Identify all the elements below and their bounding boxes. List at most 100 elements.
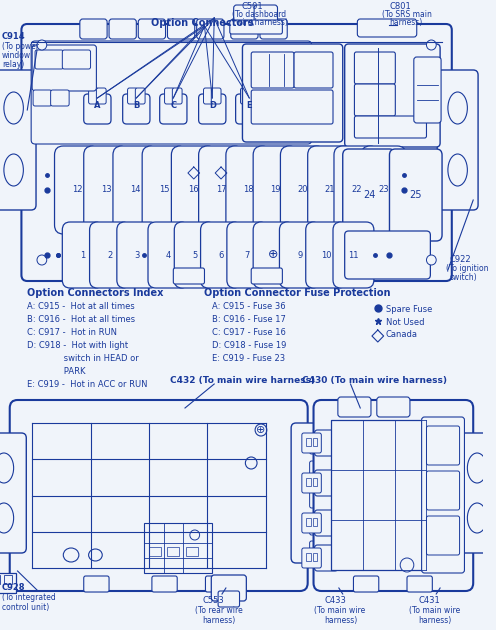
Text: C430 (To main wire harness): C430 (To main wire harness)	[302, 376, 447, 385]
FancyBboxPatch shape	[173, 268, 204, 284]
FancyBboxPatch shape	[302, 513, 321, 533]
Text: harness): harness)	[202, 616, 236, 625]
Bar	[312, 553, 317, 561]
Text: C501: C501	[242, 2, 263, 11]
Ellipse shape	[37, 40, 47, 50]
FancyBboxPatch shape	[241, 88, 250, 104]
Text: C922: C922	[450, 255, 472, 264]
FancyBboxPatch shape	[251, 90, 333, 124]
FancyBboxPatch shape	[198, 146, 244, 234]
FancyBboxPatch shape	[148, 222, 189, 288]
FancyBboxPatch shape	[343, 149, 395, 241]
Text: Option Connectors: Option Connectors	[151, 18, 253, 28]
Text: 11: 11	[348, 251, 359, 260]
Bar	[306, 518, 310, 526]
Text: 17: 17	[216, 185, 226, 195]
Text: (To ignition: (To ignition	[446, 264, 489, 273]
Text: 14: 14	[130, 185, 140, 195]
Ellipse shape	[246, 457, 257, 469]
FancyBboxPatch shape	[280, 146, 325, 234]
FancyBboxPatch shape	[218, 591, 240, 607]
FancyBboxPatch shape	[109, 19, 136, 39]
FancyBboxPatch shape	[310, 541, 323, 561]
Text: 10: 10	[321, 251, 331, 260]
Text: Not Used: Not Used	[385, 318, 424, 327]
FancyBboxPatch shape	[345, 231, 431, 279]
FancyBboxPatch shape	[334, 146, 379, 234]
Text: window: window	[2, 51, 31, 60]
FancyBboxPatch shape	[205, 576, 231, 592]
FancyBboxPatch shape	[234, 5, 257, 33]
FancyBboxPatch shape	[236, 94, 263, 124]
Bar	[168, 547, 179, 556]
FancyBboxPatch shape	[123, 94, 150, 124]
Text: (To dashboard: (To dashboard	[232, 10, 286, 19]
FancyBboxPatch shape	[0, 70, 36, 210]
Text: A: C915 -  Hot at all times: A: C915 - Hot at all times	[27, 302, 135, 311]
FancyBboxPatch shape	[32, 45, 96, 91]
FancyBboxPatch shape	[437, 70, 478, 210]
Bar	[4, 575, 12, 584]
Text: Option Connectors Index: Option Connectors Index	[27, 288, 164, 298]
Text: A: C915 - Fuse 36: A: C915 - Fuse 36	[212, 302, 286, 311]
Ellipse shape	[4, 154, 23, 186]
Text: (To power: (To power	[2, 42, 39, 51]
FancyBboxPatch shape	[243, 44, 343, 142]
Ellipse shape	[190, 530, 199, 540]
FancyBboxPatch shape	[152, 576, 177, 592]
Text: 3: 3	[134, 251, 140, 260]
Ellipse shape	[427, 255, 436, 265]
Text: 24: 24	[363, 190, 375, 200]
FancyBboxPatch shape	[291, 423, 328, 563]
FancyBboxPatch shape	[168, 19, 195, 39]
FancyBboxPatch shape	[203, 88, 213, 104]
Text: PARK: PARK	[27, 367, 86, 376]
FancyBboxPatch shape	[10, 400, 308, 591]
Text: 22: 22	[351, 185, 362, 195]
Text: C: C917 - Fuse 16: C: C917 - Fuse 16	[212, 328, 286, 337]
Text: 19: 19	[270, 185, 281, 195]
Text: harness): harness)	[389, 18, 423, 27]
FancyBboxPatch shape	[310, 434, 323, 454]
FancyBboxPatch shape	[96, 88, 106, 104]
FancyBboxPatch shape	[200, 222, 242, 288]
FancyBboxPatch shape	[355, 116, 427, 138]
Text: relay): relay)	[2, 60, 24, 69]
Ellipse shape	[89, 549, 102, 561]
FancyBboxPatch shape	[254, 5, 277, 33]
Text: 7: 7	[245, 251, 250, 260]
FancyBboxPatch shape	[226, 146, 271, 234]
FancyBboxPatch shape	[113, 146, 158, 234]
Ellipse shape	[255, 424, 267, 436]
Ellipse shape	[0, 503, 13, 533]
Text: 16: 16	[188, 185, 199, 195]
Text: 2: 2	[108, 251, 113, 260]
FancyBboxPatch shape	[314, 430, 338, 456]
FancyBboxPatch shape	[90, 222, 130, 288]
FancyBboxPatch shape	[84, 576, 109, 592]
Text: 25: 25	[410, 190, 422, 200]
Bar	[312, 478, 317, 486]
FancyBboxPatch shape	[211, 88, 221, 104]
FancyBboxPatch shape	[197, 19, 224, 39]
FancyBboxPatch shape	[414, 57, 441, 123]
Text: (To integrated: (To integrated	[2, 593, 56, 602]
Text: control unit): control unit)	[2, 603, 49, 612]
Text: 21: 21	[325, 185, 335, 195]
Text: E: E	[247, 101, 252, 110]
FancyBboxPatch shape	[355, 84, 395, 116]
Text: switch): switch)	[450, 273, 478, 282]
FancyBboxPatch shape	[427, 471, 460, 510]
Ellipse shape	[467, 503, 487, 533]
FancyBboxPatch shape	[21, 24, 452, 281]
FancyBboxPatch shape	[279, 222, 320, 288]
Text: (To rear wire: (To rear wire	[195, 606, 243, 615]
FancyBboxPatch shape	[62, 222, 103, 288]
Ellipse shape	[4, 92, 23, 124]
FancyBboxPatch shape	[62, 50, 91, 69]
FancyBboxPatch shape	[302, 548, 321, 568]
Text: C928: C928	[2, 583, 25, 592]
FancyBboxPatch shape	[427, 426, 460, 465]
Text: harness): harness)	[324, 616, 358, 625]
FancyBboxPatch shape	[211, 575, 247, 601]
